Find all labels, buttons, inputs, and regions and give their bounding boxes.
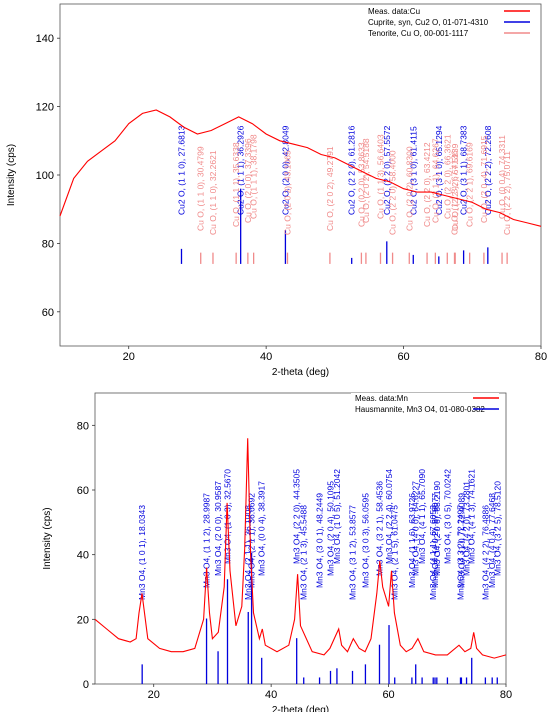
chart2-peak-label: Mn3 O4, (3 3 2), 72.2497 [455,505,465,600]
chart1-peak-label: Cu O, (2 2 1), 69.6169 [465,142,475,227]
chart1-legend-label: Meas. data:Cu [368,7,420,16]
chart1-peak-label: Cu2 O, (1 1 1), 36.2926 [236,125,246,215]
chart1-legend-label: Cuprite, syn, Cu2 O, 01-071-4310 [368,18,489,27]
chart2-peak-label: Mn3 O4, (4 0 2), 67.9077 [430,493,440,588]
chart2-y-tick-label: 20 [77,614,89,626]
chart1-peak-label: Cu O, (2 2 2), 75.0711 [502,151,512,235]
chart1-y-tick-label: 100 [36,170,54,182]
chart1-y-axis-label: Intensity (cps) [6,144,17,206]
chart2-peak-label: Mn3 O4, (1 0 1), 18.0343 [137,505,147,600]
chart2-peak-label: Mn3 O4, (2 2 0), 44.3505 [292,469,302,564]
chart2-legend-label: Hausmannite, Mn3 O4, 01-080-0382 [355,405,485,414]
chart1-peak-label: Cu2 O, (3 1 1), 68.7383 [459,125,469,215]
chart2-peak-label: Mn3 O4, (2 2 4), 60.0754 [384,469,394,564]
chart2-legend-label: Meas. data:Mn [355,394,408,403]
chart2-x-tick-label: 80 [500,689,512,701]
chart1-peak-label: Cu O, (1 1 1), 35.6338 [231,142,241,227]
chart2-peak-label: Mn3 O4, (1 0 7), 72.4089 [456,493,466,588]
chart1-peak-label: Cu O, (0 0 4), 74.3311 [497,135,507,219]
chart2-peak-label: Mn3 O4, (3 2 1), 58.4536 [374,481,384,576]
chart1-peak-label: Cu O, (0 2 0), 53.8633 [356,142,366,227]
chart2-peak-label: Mn3 O4, (2 1 3), 45.5488 [299,505,309,600]
chart1-peak-label: Cu2 O, (3 1 0), 61.4115 [408,126,418,215]
chart2-peak-label: Mn3 O4, (3 0 1), 48.2449 [315,493,325,588]
chart1-series-line-0 [59,109,542,227]
chart1-peak-label: Cu O, (1 1 0), 32.2621 [208,150,218,235]
chart2-peak-label: Mn3 O4, (4 0 0), 64.6227 [411,481,421,576]
chart2-peak-label: Mn3 O4, (4 1 3), 74.1621 [467,469,477,564]
chart1-x-axis-label: 2-theta (deg) [272,367,329,378]
chart1-peak-label: Cu2 O, (3 1 0), 65.1294 [434,125,444,215]
chart2-peak-label: Mn3 O4, (2 0 6), 68.2190 [432,481,442,576]
chart1-peak-label: Cu O, (2 2 -2), 67.5139 [450,143,460,231]
chart1-peak-label: Cu O, (2 2 0), 66.3621 [442,134,452,219]
chart2-y-tick-label: 0 [83,679,89,691]
chart2-peak-label: Mn3 O4, (2 0 0), 30.9587 [213,481,223,576]
chart1-x-tick-label: 60 [397,351,409,363]
chart2-y-tick-label: 40 [77,550,89,562]
chart1-plot-frame [59,3,542,347]
chart2-peak-label: Mn3 O4, (4 2 0), 73.2801 [462,481,472,576]
chart2-peak-label: Mn3 O4, (3 1 2), 53.8577 [348,505,358,600]
chart2-peak-label: Mn3 O4, (4 1 1), 65.7090 [417,469,427,564]
chart2-peak-label: Mn3 O4, (4 1 1), 67.6053 [428,505,438,600]
chart1-peak-label: Cu O, (1 1 3), 56.6403 [375,134,385,219]
chart1-peak-label: Cu2 O, (2 2 0), 57.5572 [382,125,392,215]
chart1-peak-label: Cu O, (2 2 0), 63.4212 [422,142,432,227]
chart1-x-tick-label: 20 [123,351,135,363]
chart1-legend-label: Tenorite, Cu O, 00-001-1117 [368,29,469,38]
chart1-peak-label: Cu O, (3 1 1), 64.6267 [430,138,440,223]
chart1-peak-label: Cu O, (1 1 0), 30.4799 [196,146,206,231]
chart2-peak-label: Mn3 O4, (3 0 3), 56.0595 [360,493,370,588]
chart2-y-tick-label: 80 [77,420,89,432]
chart2-series-line-0 [94,438,507,659]
chart1-y-tick-label: 60 [42,307,54,319]
chart1-peak-label: Cu2 O, (2 2 0), 61.2816 [347,125,357,215]
chart2-peak-label: Mn3 O4, (4 2 2), 76.4886 [480,505,490,600]
chart1-y-tick-label: 120 [36,102,54,114]
chart1-peak-label: Cu O, (1 1 1), 38.1798 [249,134,259,219]
chart1-x-tick-label: 80 [535,351,547,363]
chart1-peak-label: Cu O, (2 0 2), 60.8300 [404,146,414,231]
chart2-peak-label: Mn3 O4, (4 0 4), 77.6468 [487,493,497,588]
chart1-peak-label: Cu O, (2 2 0), 58.4000 [388,150,398,235]
chart1-y-tick-label: 80 [42,238,54,250]
chart1-peak-label: Cu O, (2 0 2), 54.5188 [361,138,371,223]
chart2-y-tick-label: 60 [77,485,89,497]
chart2-y-axis-label: Intensity (cps) [42,507,53,569]
chart1-peak-label: Cu2 O, (1 1 0), 27.6813 [176,125,186,215]
chart2-peak-label: Mn3 O4, (2 1 5), 61.0475 [390,505,400,600]
chart1-peak-label: Cu O, (1 1 3), 67.4136 [450,150,460,235]
chart1-y-tick-label: 140 [36,33,54,45]
chart2-x-axis-label: 2-theta (deg) [272,705,329,712]
chart1-peak-label: Cu O, (2 0 -4), 71.6915 [479,135,489,223]
chart1-peak-label: Cu O, (2 0 2), 49.2791 [325,146,335,231]
chart2-peak-label: Mn3 O4, (1 1 2), 28.9987 [202,493,212,588]
chart2-peak-label: Mn3 O4, (1 0 5), 51.2042 [332,469,342,564]
chart2-peak-label: Mn3 O4, (2 1 1), 36.6692 [247,493,257,588]
chart2-x-tick-label: 40 [265,689,277,701]
chart1-peak-label: Cu O, (2 0 2), 43.1065 [282,150,292,235]
chart2-peak-label: Mn3 O4, (2 1 1), 36.1008 [243,505,253,600]
chart1-peak-label: Cu2 O, (2 0 0), 42.8049 [280,125,290,215]
chart2-peak-label: Mn3 O4, (3 2 5), 78.5120 [492,481,502,576]
chart1-x-tick-label: 40 [260,351,272,363]
chart2-peak-label: Mn3 O4, (2 0 4), 50.1095 [326,481,336,576]
chart1-peak-label: Cu O, (2 0 0), 37.3396 [243,138,253,223]
chart2-x-tick-label: 20 [148,689,160,701]
chart2-x-tick-label: 60 [382,689,394,701]
chart1-peak-label: Cu2 O, (2 2 2), 72.2608 [483,125,493,215]
chart2-plot-frame [94,392,507,685]
chart1-legend-box [364,6,530,45]
chart2-peak-label: Mn3 O4, (0 0 4), 38.3917 [257,481,267,576]
chart2-peak-label: Mn3 O4, (3 0 5), 70.0242 [442,469,452,564]
chart2-peak-label: Mn3 O4, (1 1 6), 63.9726 [407,493,417,588]
